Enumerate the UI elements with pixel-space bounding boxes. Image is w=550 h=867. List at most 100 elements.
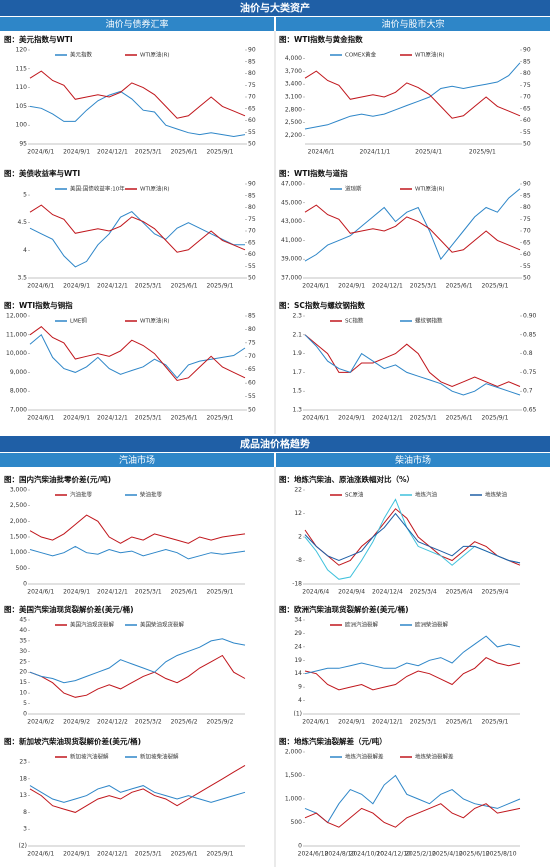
y-tick-label: 1.9 — [292, 350, 302, 357]
y2-tick-label: 75 — [523, 82, 531, 89]
legend-label: WTI原油(R) — [415, 51, 445, 59]
subheader: 柴油市场 — [395, 454, 431, 466]
y-tick-label: 120 — [16, 47, 28, 54]
x-tick-label: 2025/6/1 — [171, 415, 198, 422]
x-tick-label: 2024/12/1 — [97, 589, 128, 596]
y2-tick-label: 60 — [248, 251, 256, 258]
y2-tick-label: 0.8 — [523, 350, 533, 357]
y-tick-label: 3,400 — [285, 81, 302, 88]
x-tick-label: 2025/9/2 — [206, 719, 233, 726]
y-tick-label: 18 — [19, 775, 27, 782]
y2-tick-label: 65 — [248, 366, 256, 373]
y-tick-label: 1,000 — [285, 796, 302, 803]
x-tick-label: 2024/10/10 — [350, 851, 385, 858]
y-tick-label: 15 — [19, 679, 27, 686]
subheader-bar — [276, 17, 550, 31]
y-tick-label: 4 — [23, 247, 27, 254]
y2-tick-label: 60 — [523, 117, 531, 124]
x-tick-label: 2025/3/1 — [135, 415, 162, 422]
y2-tick-label: 0.65 — [523, 407, 537, 414]
y2-tick-label: 70 — [248, 228, 256, 235]
y-tick-label: 1.5 — [292, 388, 302, 395]
subheader: 汽油市场 — [119, 454, 155, 466]
series-line — [29, 70, 246, 119]
x-tick-label: 2024/12/1 — [97, 283, 128, 290]
legend-label: 螺纹钢指数 — [415, 317, 443, 325]
legend-label: 地炼柴油 — [485, 491, 508, 499]
x-tick-label: 2025/6/1 — [446, 719, 473, 726]
header-title: 油价与大类资产 — [240, 2, 310, 15]
y2-tick-label: 90 — [248, 181, 256, 188]
x-tick-label: 2024/6/1 — [302, 719, 329, 726]
y-tick-label: -18 — [292, 581, 302, 588]
panel-title: 图：WTI指数与铜指 — [4, 300, 73, 310]
x-tick-label: 2025/2/10 — [405, 851, 436, 858]
x-tick-label: 2024/6/1 — [27, 283, 54, 290]
y2-tick-label: 70 — [248, 94, 256, 101]
y-tick-label: 29 — [294, 630, 302, 637]
y-tick-label: 500 — [16, 565, 28, 572]
y2-tick-label: 65 — [523, 239, 531, 246]
series-line — [304, 657, 521, 691]
legend-label: WTI原油(R) — [415, 185, 445, 193]
y2-tick-label: 85 — [523, 192, 531, 199]
y-tick-label: 3,100 — [285, 94, 302, 101]
series-line — [29, 654, 246, 698]
x-tick-label: 2024/6/10 — [298, 851, 329, 858]
x-tick-label: 2024/6/1 — [27, 415, 54, 422]
y2-tick-label: 50 — [248, 275, 256, 282]
y-tick-label: 5 — [23, 192, 27, 199]
y2-tick-label: 55 — [523, 129, 531, 136]
subheader: 油价与债券汇率 — [105, 18, 168, 30]
y-tick-label: 8,000 — [10, 388, 27, 395]
subheader-bar — [276, 453, 550, 467]
y2-tick-label: 50 — [248, 407, 256, 414]
y-tick-label: 12,000 — [6, 313, 27, 320]
y-tick-label: 30 — [19, 648, 27, 655]
header-bar — [0, 436, 550, 452]
x-tick-label: 2025/9/1 — [481, 415, 508, 422]
y2-tick-label: 90 — [523, 181, 531, 188]
x-tick-label: 2024/9/1 — [63, 851, 90, 858]
y2-tick-label: 85 — [248, 192, 256, 199]
x-tick-label: 2024/9/1 — [338, 283, 365, 290]
legend-label: COMEX黄金 — [345, 51, 377, 59]
x-tick-label: 2025/3/4 — [410, 589, 437, 596]
x-tick-label: 2025/6/1 — [171, 589, 198, 596]
y-tick-label: 37,000 — [281, 275, 302, 282]
y-tick-label: 45,000 — [281, 199, 302, 206]
legend-label: 欧洲汽油裂解 — [345, 621, 379, 629]
x-tick-label: 2025/9/1 — [481, 719, 508, 726]
y-tick-label: 4,000 — [285, 55, 302, 62]
x-tick-label: 2024/12/1 — [372, 283, 403, 290]
x-tick-label: 2025/6/1 — [446, 283, 473, 290]
legend-label: WTI原油(R) — [140, 51, 170, 59]
series-line — [304, 334, 521, 388]
subheader-bar — [0, 453, 274, 467]
y2-tick-label: 0.85 — [523, 331, 537, 338]
y-tick-label: 10 — [19, 690, 27, 697]
y2-tick-label: 75 — [523, 216, 531, 223]
y-tick-label: 1,500 — [10, 534, 27, 541]
y-tick-label: 3,000 — [10, 487, 27, 494]
series-line — [29, 785, 246, 803]
legend-label: 美国:国债收益率:10年 — [70, 185, 125, 193]
y-tick-label: 115 — [16, 65, 28, 72]
y-tick-label: 0 — [23, 711, 27, 718]
x-tick-label: 2024/11/1 — [359, 149, 390, 156]
y-tick-label: 2,500 — [285, 119, 302, 126]
x-tick-label: 2025/3/1 — [135, 283, 162, 290]
y-tick-label: 41,000 — [281, 237, 302, 244]
x-tick-label: 2024/6/1 — [308, 149, 335, 156]
y-tick-label: 2,200 — [285, 132, 302, 139]
x-tick-label: 2024/9/1 — [338, 719, 365, 726]
x-tick-label: 2024/9/1 — [338, 415, 365, 422]
x-tick-label: 2024/9/1 — [63, 415, 90, 422]
x-tick-label: 2024/9/4 — [338, 589, 365, 596]
x-tick-label: 2024/12/1 — [97, 149, 128, 156]
legend-label: 地炼汽油 — [415, 491, 438, 499]
x-tick-label: 2025/4/1 — [415, 149, 442, 156]
y-tick-label: 3 — [23, 826, 27, 833]
header-title: 成品油价格趋势 — [240, 438, 310, 451]
